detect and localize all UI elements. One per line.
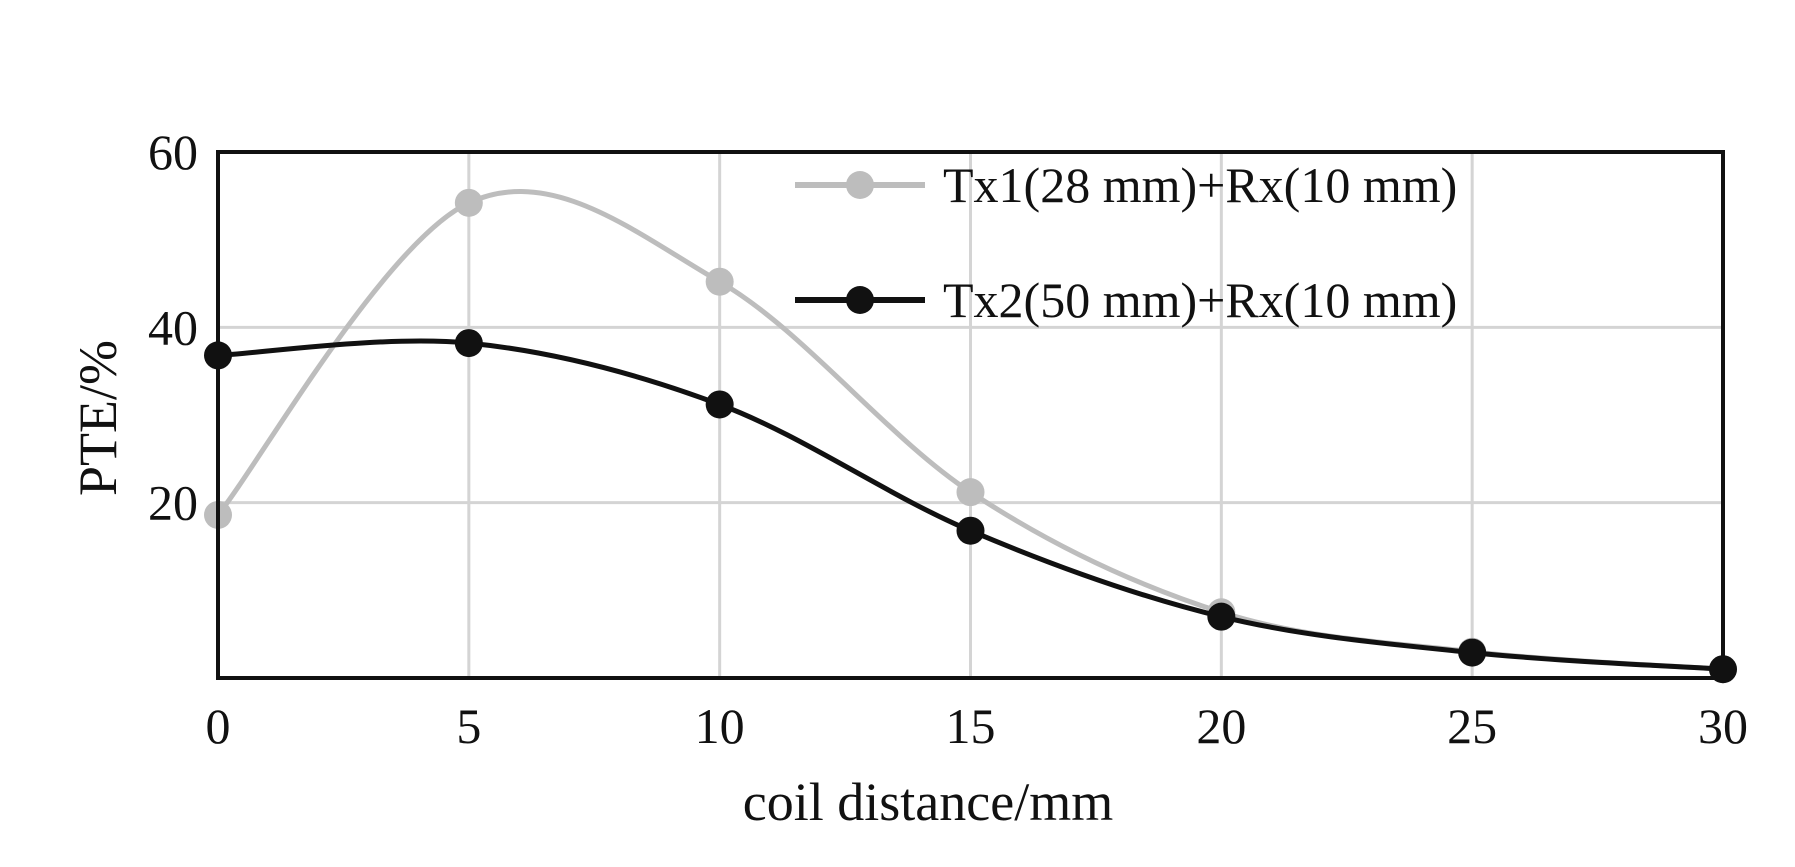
x-tick-label: 10 [695,698,745,754]
plot-frame [216,150,1725,680]
x-tick-label: 25 [1447,698,1497,754]
y-tick-label: 40 [148,299,198,355]
data-point [1207,602,1236,631]
series-2 [204,329,1737,684]
x-tick-label: 5 [456,698,481,754]
x-tick-label: 15 [946,698,996,754]
legend-entry-1: Tx1(28 mm)+Rx(10 mm) [795,157,1457,213]
data-point [1458,638,1487,667]
legend-label: Tx2(50 mm)+Rx(10 mm) [943,272,1457,328]
legend-entry-2: Tx2(50 mm)+Rx(10 mm) [795,272,1457,328]
data-point [956,478,985,507]
data-point [705,267,734,296]
data-point [454,329,483,358]
legend-label: Tx1(28 mm)+Rx(10 mm) [943,157,1457,213]
x-tick-label: 20 [1196,698,1246,754]
data-point [956,516,985,545]
data-point [705,390,734,419]
y-axis-label: PTE/% [68,340,128,496]
legend-marker [846,171,874,199]
x-axis-label: coil distance/mm [743,772,1113,832]
x-tick-label: 0 [206,698,231,754]
data-point [454,188,483,217]
x-tick-label: 30 [1698,698,1748,754]
tick-labels: 0 5 10 15 20 25 30 20 40 60 [148,124,1748,754]
y-tick-label: 20 [148,475,198,531]
y-tick-label: 60 [148,124,198,180]
legend: Tx1(28 mm)+Rx(10 mm) Tx2(50 mm)+Rx(10 mm) [795,157,1457,328]
legend-marker [846,286,874,314]
